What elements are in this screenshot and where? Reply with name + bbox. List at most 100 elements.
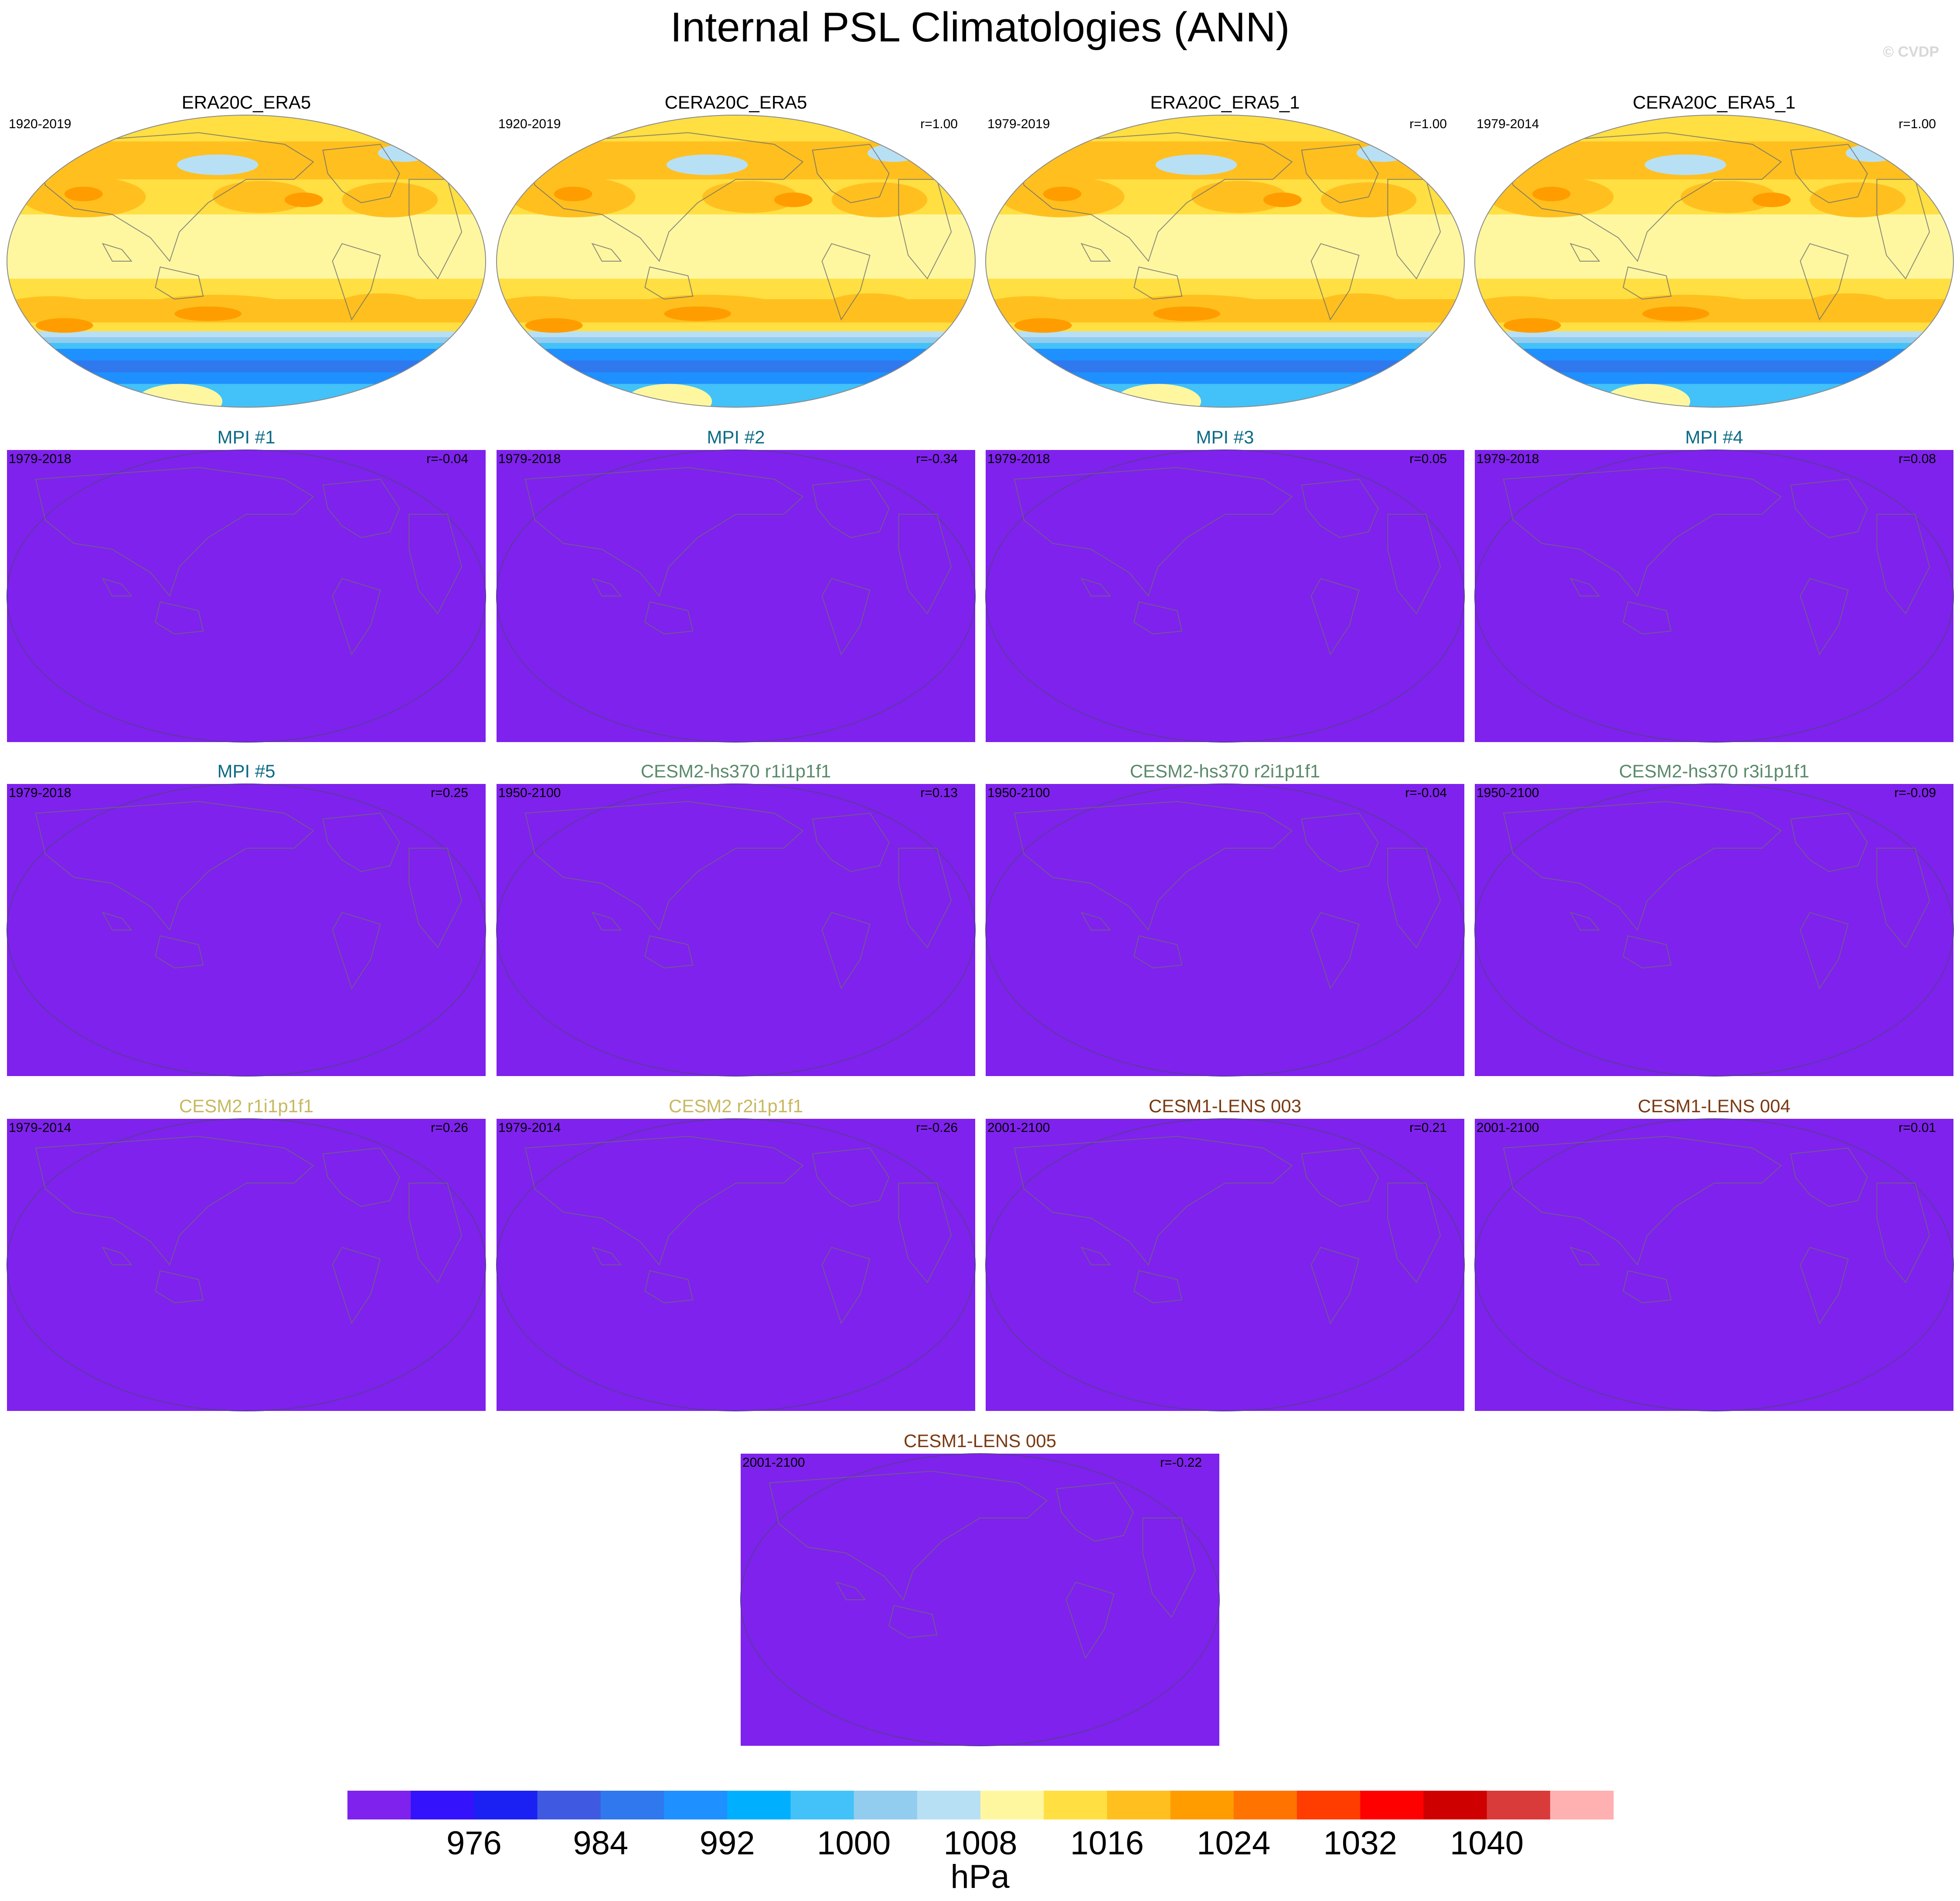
coastline xyxy=(1387,848,1441,949)
map-panel: MPI #3 1979-2018 r=0.05 xyxy=(985,427,1465,743)
colorbar-swatch xyxy=(1487,1791,1551,1819)
panel-period: 1950-2100 xyxy=(987,786,1050,800)
coastline xyxy=(644,935,694,969)
coastline xyxy=(408,514,463,615)
coastline xyxy=(644,1270,694,1304)
panel-period: 1979-2018 xyxy=(9,452,71,466)
coastline xyxy=(1623,1270,1672,1304)
panel-title: CESM2 r2i1p1f1 xyxy=(669,1096,803,1116)
panel-title: ERA20C_ERA5 xyxy=(182,92,311,112)
map-outline xyxy=(496,115,976,408)
panel-title: CESM2-hs370 r1i1p1f1 xyxy=(641,761,831,781)
coastline xyxy=(408,848,463,949)
map-panel: CESM1-LENS 003 2001-2100 r=0.21 xyxy=(985,1096,1465,1411)
colorbar-swatch xyxy=(1423,1791,1487,1819)
coastline xyxy=(1310,243,1360,321)
colorbar-tick-label: 1040 xyxy=(1450,1825,1524,1862)
map-outline xyxy=(740,1453,1220,1746)
coastline xyxy=(1503,801,1782,931)
panel-title: ERA20C_ERA5_1 xyxy=(1150,92,1300,112)
coastline xyxy=(1569,578,1600,596)
coastline xyxy=(1014,801,1293,931)
coastline xyxy=(1301,143,1379,204)
psl-field xyxy=(1475,1119,1953,1411)
coastline xyxy=(1387,1182,1441,1284)
coastline xyxy=(1790,1147,1868,1207)
panel-period: 1979-2014 xyxy=(9,1121,71,1135)
coastline xyxy=(812,143,890,204)
panel-title: MPI #5 xyxy=(217,761,275,781)
coastline xyxy=(1080,912,1111,930)
panel-title: CESM2 r1i1p1f1 xyxy=(179,1096,313,1116)
map-panel: CESM2-hs370 r3i1p1f1 1950-2100 r=-0.09 xyxy=(1474,761,1954,1077)
panel-period: 1979-2018 xyxy=(1477,452,1539,466)
colorbar-units-label: hPa xyxy=(950,1858,1010,1895)
psl-field xyxy=(7,1119,486,1411)
coastline xyxy=(812,478,890,538)
coastline xyxy=(322,1147,400,1207)
coastline xyxy=(1142,1517,1196,1618)
panel-period: 2001-2100 xyxy=(742,1455,805,1470)
colorbar-swatch xyxy=(917,1791,981,1819)
psl-field xyxy=(1475,450,1953,742)
coastline xyxy=(1503,132,1782,262)
coastline xyxy=(591,1247,622,1265)
psl-field xyxy=(986,115,1464,407)
map-outline xyxy=(1474,1118,1954,1411)
panel-pattern-correlation: r=-0.34 xyxy=(916,452,958,466)
psl-field xyxy=(7,450,486,742)
coastline xyxy=(1569,912,1600,930)
colorbar-swatch xyxy=(1297,1791,1361,1819)
map-panel: MPI #2 1979-2018 r=-0.34 xyxy=(496,427,976,743)
coastline xyxy=(1014,467,1293,597)
panel-pattern-correlation: r=0.08 xyxy=(1899,452,1936,466)
panel-title: MPI #4 xyxy=(1685,427,1743,447)
panel-pattern-correlation: r=0.01 xyxy=(1899,1121,1936,1135)
coastline xyxy=(332,243,381,321)
panel-title: MPI #3 xyxy=(1196,427,1254,447)
coastline xyxy=(821,912,871,990)
map-outline xyxy=(496,784,976,1077)
coastline xyxy=(898,1182,952,1284)
coastline xyxy=(644,601,694,635)
colorbar-tick-label: 1024 xyxy=(1197,1825,1270,1862)
colorbar-swatch xyxy=(790,1791,854,1819)
coastline xyxy=(1014,1136,1293,1266)
coastline xyxy=(1876,848,1930,949)
coastline xyxy=(591,243,622,262)
panel-period: 1979-2019 xyxy=(987,117,1050,131)
colorbar-swatch xyxy=(727,1791,791,1819)
map-panel: CERA20C_ERA5 1920-2019 r=1.00 xyxy=(496,92,976,408)
panel-period: 2001-2100 xyxy=(1477,1121,1539,1135)
map-panel: CESM1-LENS 004 2001-2100 r=0.01 xyxy=(1474,1096,1954,1411)
coastline xyxy=(1790,143,1868,204)
figure-title: Internal PSL Climatologies (ANN) xyxy=(670,4,1290,51)
coastline xyxy=(1503,1136,1782,1266)
map-outline xyxy=(985,450,1465,743)
panel-period: 1979-2018 xyxy=(987,452,1050,466)
panel-period: 1979-2018 xyxy=(498,452,561,466)
map-outline xyxy=(7,1118,486,1411)
colorbar-swatch xyxy=(854,1791,918,1819)
map-outline xyxy=(985,115,1465,408)
panel-title: CESM1-LENS 004 xyxy=(1638,1096,1790,1116)
panel-pattern-correlation: r=1.00 xyxy=(920,117,958,131)
map-outline xyxy=(7,450,486,743)
panel-title: CERA20C_ERA5 xyxy=(665,92,807,112)
coastline xyxy=(1876,1182,1930,1284)
coastline xyxy=(1387,514,1441,615)
coastline xyxy=(1056,1482,1134,1542)
panel-pattern-correlation: r=0.25 xyxy=(431,786,468,800)
coastline xyxy=(769,1471,1048,1601)
panel-title: MPI #1 xyxy=(217,427,275,447)
coastline xyxy=(332,1247,381,1325)
coastline xyxy=(1310,1247,1360,1325)
panel-title: CERA20C_ERA5_1 xyxy=(1633,92,1796,112)
coastline xyxy=(1569,243,1600,262)
coastline xyxy=(102,578,133,596)
coastline xyxy=(524,1136,804,1266)
coastline xyxy=(155,1270,204,1304)
panel-pattern-correlation: r=0.21 xyxy=(1409,1121,1447,1135)
coastline xyxy=(1133,1270,1183,1304)
